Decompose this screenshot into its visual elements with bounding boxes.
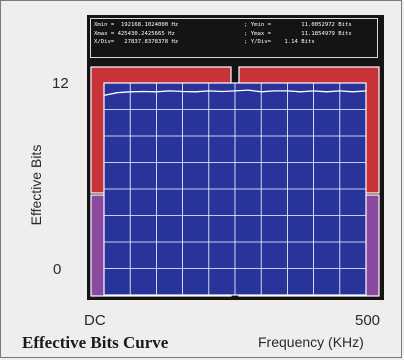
ymin-readout: ; Ymin = 11.0052972 Bits bbox=[244, 22, 352, 28]
xdiv-readout: X/Div= 27837.8378378 Hz bbox=[94, 39, 179, 46]
data-point bbox=[168, 90, 171, 92]
data-point bbox=[195, 91, 197, 93]
data-point bbox=[116, 92, 118, 94]
data-point bbox=[326, 91, 328, 93]
x-tick-label-right: 500 bbox=[355, 312, 381, 329]
data-point bbox=[234, 90, 236, 92]
y-tick-label-top: 12 bbox=[52, 75, 69, 92]
data-point bbox=[155, 91, 157, 93]
xmax-readout: Xmax = 425430.2425665 Hz bbox=[94, 30, 175, 37]
data-point bbox=[299, 91, 302, 93]
measurement-readout: Xmin = 192168.1024000 Hz ; Ymin = 11.005… bbox=[90, 18, 378, 58]
data-point bbox=[339, 90, 341, 92]
data-point bbox=[182, 90, 184, 93]
ydiv-readout: ; Y/Div= 1.14 Bits bbox=[244, 39, 315, 46]
x-axis-label: Frequency (KHz) bbox=[258, 334, 364, 350]
data-point bbox=[260, 91, 262, 93]
xmin-readout: Xmin = 192168.1024000 Hz bbox=[94, 22, 179, 28]
y-tick-label-bottom: 0 bbox=[53, 261, 62, 278]
data-point bbox=[208, 90, 210, 92]
data-point bbox=[286, 90, 288, 92]
plot-area bbox=[90, 66, 380, 297]
data-point bbox=[221, 90, 223, 93]
ymax-readout: ; Ymax = 11.1854979 Bits bbox=[244, 30, 352, 37]
x-tick-label-left: DC bbox=[84, 312, 106, 329]
data-point bbox=[313, 90, 315, 92]
grid-lines bbox=[104, 83, 366, 295]
chart-caption: Effective Bits Curve bbox=[22, 333, 169, 352]
data-point bbox=[247, 89, 249, 91]
y-axis-label: Effective Bits bbox=[28, 144, 44, 226]
data-point bbox=[142, 90, 144, 93]
data-point bbox=[365, 90, 367, 92]
data-point bbox=[352, 91, 354, 93]
data-point bbox=[273, 90, 275, 92]
data-point bbox=[103, 94, 105, 96]
data-point bbox=[129, 91, 131, 93]
oscilloscope-screen: Xmin = 192168.1024000 Hz ; Ymin = 11.005… bbox=[87, 15, 384, 300]
